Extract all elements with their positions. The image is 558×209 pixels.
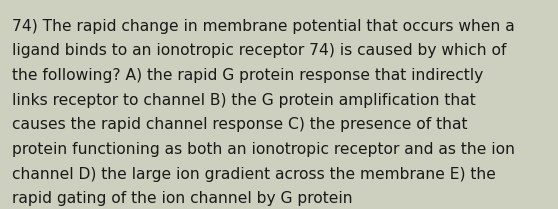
Text: the following? A) the rapid G protein response that indirectly: the following? A) the rapid G protein re… [12, 68, 484, 83]
Text: rapid gating of the ion channel by G protein: rapid gating of the ion channel by G pro… [12, 191, 353, 206]
Text: protein functioning as both an ionotropic receptor and as the ion: protein functioning as both an ionotropi… [12, 142, 515, 157]
Text: 74) The rapid change in membrane potential that occurs when a: 74) The rapid change in membrane potenti… [12, 19, 515, 34]
Text: links receptor to channel B) the G protein amplification that: links receptor to channel B) the G prote… [12, 93, 476, 108]
Text: ligand binds to an ionotropic receptor 74) is caused by which of: ligand binds to an ionotropic receptor 7… [12, 43, 507, 59]
Text: channel D) the large ion gradient across the membrane E) the: channel D) the large ion gradient across… [12, 167, 496, 182]
Text: causes the rapid channel response C) the presence of that: causes the rapid channel response C) the… [12, 117, 468, 133]
